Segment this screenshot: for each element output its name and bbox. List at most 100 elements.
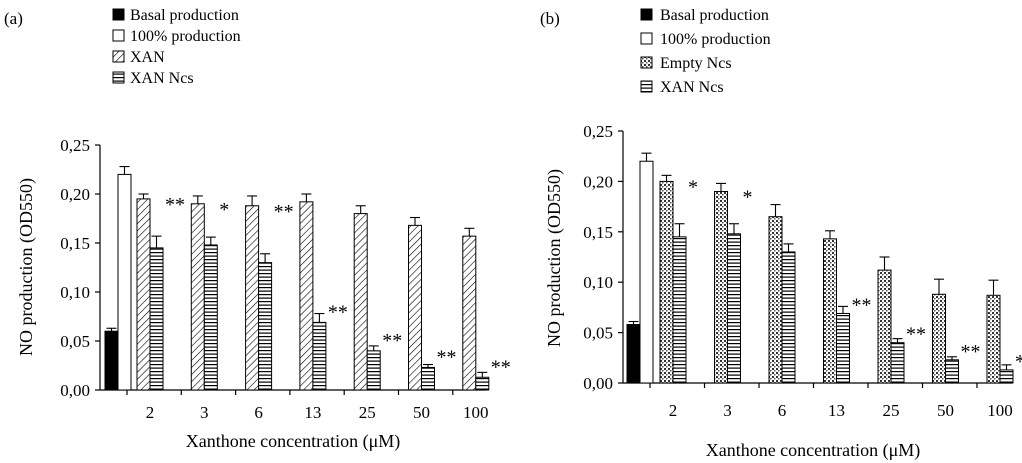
significance-marker: **	[852, 294, 872, 316]
y-tick-label: 0,20	[60, 185, 90, 204]
bar-xan	[190, 203, 205, 391]
bar-empty-ncs	[714, 190, 728, 384]
panel-a-plot: 0,00 0,05 0,10 0,15 0,20 0,25 ** 2 * 3 ** 6 ** 13 ** 25…	[60, 136, 511, 422]
legend-a-full-label: 100% production	[130, 28, 241, 45]
significance-marker: *	[688, 176, 698, 198]
x-tick-label: 100	[987, 401, 1013, 420]
x-tick-label: 3	[200, 403, 209, 422]
bar-xan-ncs	[203, 244, 218, 391]
x-tick-label: 50	[413, 403, 430, 422]
legend-a-full-swatch	[112, 29, 125, 42]
panel-b-xlabel: Xanthone concentration (μM)	[706, 440, 921, 461]
legend-b-basal-label: Basal production	[660, 7, 769, 24]
x-tick-label: 25	[359, 403, 376, 422]
bar-xan	[408, 224, 422, 391]
y-tick-label: 0,05	[583, 324, 613, 343]
significance-marker: **	[1015, 351, 1022, 373]
panel-a-ylabel: NO production (OD550)	[16, 178, 37, 356]
bar-xan-ncs	[945, 359, 959, 384]
legend-b-full-swatch	[640, 32, 653, 45]
bar-xan	[245, 205, 260, 391]
bar-xan	[299, 201, 314, 391]
significance-marker: **	[165, 194, 185, 216]
legend-b-full-label: 100% production	[660, 31, 771, 48]
significance-marker: **	[961, 341, 981, 363]
bar-xan-ncs	[781, 251, 796, 384]
bar-empty-ncs	[659, 180, 674, 384]
legend-b-empty-label: Empty Ncs	[660, 55, 732, 72]
panel-b-ylabel: NO production (OD550)	[544, 169, 565, 347]
x-tick-label: 25	[883, 401, 900, 420]
legend-a-xan-swatch	[112, 50, 125, 63]
bar-xan-ncs	[672, 236, 687, 384]
legend-a-xan-ncs-swatch	[112, 71, 125, 84]
y-tick-label: 0,15	[583, 223, 613, 242]
legend-b-empty-swatch	[640, 56, 653, 69]
basal-bar	[104, 330, 119, 391]
y-tick-label: 0,15	[60, 234, 90, 253]
significance-marker: *	[743, 186, 753, 208]
significance-marker: **	[491, 356, 511, 378]
legend-b-basal-swatch	[640, 8, 653, 21]
legend-b-xan-ncs-swatch	[640, 80, 653, 93]
significance-marker: **	[906, 324, 926, 346]
bar-xan	[353, 213, 368, 391]
panel-b-plot: 0,00 0,05 0,10 0,15 0,20 0,25 * 2 * 3 6 ** 13 ** 25 ** 5…	[583, 122, 1022, 420]
y-tick-label: 0,25	[583, 122, 613, 141]
y-tick-label: 0,20	[583, 172, 613, 191]
y-tick-label: 0,25	[60, 136, 90, 155]
bar-empty-ncs	[877, 269, 892, 384]
x-tick-label: 6	[254, 403, 263, 422]
panel-b-label: (b)	[540, 9, 560, 28]
bar-empty-ncs	[823, 238, 837, 384]
basal-bar	[626, 324, 641, 384]
bar-xan	[136, 198, 151, 391]
panel-a-xlabel: Xanthone concentration (μM)	[186, 431, 401, 452]
significance-marker: **	[382, 330, 402, 352]
bar-xan-ncs	[890, 342, 905, 384]
x-tick-label: 3	[723, 401, 732, 420]
bar-xan-ncs	[475, 376, 490, 391]
full-bar	[639, 160, 654, 384]
bar-xan-ncs	[258, 262, 273, 391]
panel-a-label: (a)	[4, 9, 23, 28]
bar-xan-ncs	[999, 369, 1014, 384]
significance-marker: **	[328, 301, 348, 323]
bar-xan-ncs	[312, 321, 327, 391]
bar-xan-ncs	[421, 366, 435, 391]
panel-a: (a) Basal production 100% production XAN…	[4, 7, 511, 452]
y-tick-label: 0,05	[60, 332, 90, 351]
bar-xan-ncs	[727, 233, 741, 384]
legend-a-xan-label: XAN	[130, 49, 165, 66]
x-tick-label: 50	[937, 401, 954, 420]
x-tick-label: 2	[669, 401, 678, 420]
full-bar	[117, 173, 132, 391]
panel-b: (b) Basal production 100% production Emp…	[540, 7, 1022, 461]
legend-b-xan-ncs-label: XAN Ncs	[660, 79, 724, 96]
panel-a-legend: Basal production 100% production XAN XAN…	[112, 7, 241, 87]
bar-xan-ncs	[366, 350, 381, 391]
bar-xan-ncs	[149, 247, 164, 391]
x-tick-label: 100	[463, 403, 489, 422]
legend-a-xan-ncs-label: XAN Ncs	[130, 70, 194, 87]
significance-marker: **	[274, 201, 294, 223]
significance-marker: *	[219, 199, 229, 221]
x-tick-label: 6	[778, 401, 787, 420]
bar-empty-ncs	[986, 294, 1001, 384]
legend-a-basal-swatch	[112, 8, 125, 21]
bar-empty-ncs	[768, 216, 783, 384]
panel-b-legend: Basal production 100% production Empty N…	[640, 7, 771, 96]
y-tick-label: 0,10	[60, 283, 90, 302]
bar-xan	[462, 235, 477, 391]
significance-marker: **	[437, 346, 457, 368]
x-tick-label: 13	[304, 403, 321, 422]
y-tick-label: 0,10	[583, 273, 613, 292]
bar-empty-ncs	[932, 293, 946, 384]
bar-xan-ncs	[836, 312, 850, 384]
x-tick-label: 2	[146, 403, 155, 422]
y-tick-label: 0,00	[583, 374, 613, 393]
legend-a-basal-label: Basal production	[130, 7, 239, 24]
x-tick-label: 13	[828, 401, 845, 420]
y-tick-label: 0,00	[60, 381, 90, 400]
